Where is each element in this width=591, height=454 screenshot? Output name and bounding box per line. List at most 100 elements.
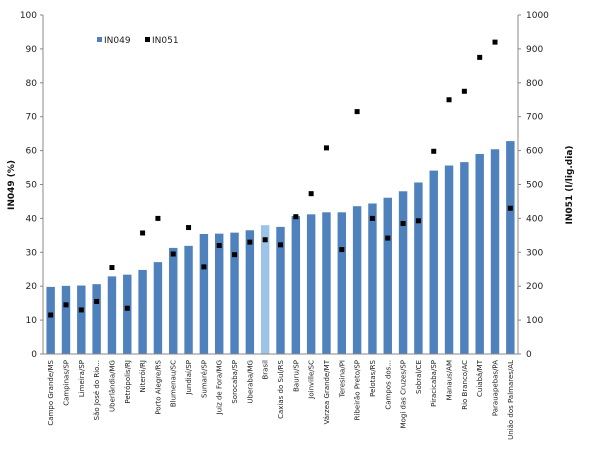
legend-swatch-in049: [97, 37, 102, 42]
category-label: Niterói/RJ: [139, 360, 147, 392]
right-axis-ticks: 0 100 200 300 400 500 600 700 800 900 1000: [518, 11, 549, 360]
left-tick-label: 20: [26, 282, 38, 292]
category-label: São José do Rio...: [93, 360, 101, 420]
bar-in049: [276, 226, 285, 354]
bar-in049: [337, 212, 347, 354]
marker-in051: [431, 148, 437, 154]
bar-in049: [429, 170, 438, 354]
bar-in049: [184, 245, 193, 354]
bar-in049: [77, 285, 86, 354]
bar-in049: [123, 274, 132, 354]
left-tick-label: 100: [20, 11, 37, 21]
category-label: Teresina/PI: [338, 360, 346, 398]
category-label: Brasil: [262, 360, 270, 380]
bar-in049: [107, 276, 117, 354]
bar-in049: [169, 247, 178, 354]
bar-in049: [490, 149, 500, 354]
right-axis-title: IN051 (l/lig.dia): [565, 145, 575, 224]
right-tick-label: 0: [526, 350, 532, 360]
right-tick-label: 800: [526, 79, 543, 89]
right-tick-label: 600: [526, 147, 543, 157]
marker-in051: [323, 145, 329, 151]
marker-in051: [400, 220, 406, 226]
category-label: Limeira/SP: [78, 360, 86, 397]
bar-in049: [352, 206, 362, 354]
bar-in049: [199, 233, 209, 354]
marker-in051: [354, 109, 360, 115]
category-label: Sorocaba/SP: [231, 360, 239, 404]
marker-in051: [201, 264, 207, 270]
category-label: Várzea Grande/MT: [323, 359, 331, 424]
left-tick-label: 60: [26, 147, 38, 157]
bar-in049: [291, 216, 301, 354]
marker-in051: [48, 312, 54, 318]
category-label: Pelotas/RS: [369, 359, 377, 396]
marker-in051: [415, 218, 421, 224]
category-label: Sumaré/SP: [200, 360, 208, 398]
category-label: Joinville/SC: [308, 360, 316, 400]
marker-in051: [369, 215, 375, 221]
bar-in049: [214, 233, 224, 354]
marker-in051: [78, 307, 84, 313]
marker-in051: [63, 302, 69, 308]
legend: IN049 IN051: [97, 36, 179, 46]
marker-in051: [232, 252, 238, 258]
right-tick-label: 900: [526, 45, 543, 55]
category-label: Caxias do Sul/RS: [277, 359, 285, 418]
category-label: Rio Branco/AC: [461, 360, 469, 410]
left-axis-ticks: 0 10 20 30 40 50 60 70 80 90 100: [20, 11, 43, 360]
left-tick-label: 0: [31, 350, 37, 360]
category-label: Jundiaí/SP: [185, 360, 193, 396]
bar-in049: [61, 285, 71, 354]
marker-in051: [339, 247, 345, 253]
left-tick-label: 40: [26, 214, 38, 224]
right-tick-label: 1000: [526, 11, 549, 21]
category-label: Ribeirão Preto/SP: [354, 360, 362, 420]
left-tick-label: 30: [26, 248, 38, 258]
bar-in049: [92, 284, 101, 354]
right-tick-label: 400: [526, 214, 543, 224]
bar-in049: [46, 286, 55, 354]
left-tick-label: 80: [26, 79, 38, 89]
bar-in049: [444, 165, 454, 354]
bar-in049: [383, 197, 392, 354]
legend-label-in049: IN049: [104, 36, 131, 46]
bar-in049: [460, 162, 469, 354]
bar-in049: [322, 212, 331, 354]
marker-in051: [247, 239, 253, 245]
left-tick-label: 10: [26, 316, 38, 326]
marker-in051: [461, 88, 467, 94]
right-tick-label: 200: [526, 282, 543, 292]
category-label: União dos Palmares/AL: [507, 360, 515, 440]
category-label: Sobral/CE: [415, 360, 423, 394]
right-tick-label: 100: [526, 316, 543, 326]
marker-in051: [262, 237, 268, 243]
right-tick-label: 500: [526, 181, 543, 191]
category-label: Parauapebas/PA: [492, 360, 500, 416]
marker-in051: [492, 39, 498, 45]
marker-in051: [94, 298, 100, 304]
marker-in051: [507, 205, 513, 211]
bar-in049: [245, 230, 255, 354]
bar-in049: [506, 141, 515, 354]
marker-in051: [293, 214, 299, 220]
category-label: Bauru/SP: [292, 360, 300, 392]
marker-in051: [140, 230, 146, 236]
marker-in051: [124, 305, 130, 311]
bar-in049: [368, 203, 377, 354]
category-label: Cuiabá/MT: [476, 359, 484, 397]
marker-in051: [216, 243, 222, 249]
category-labels: Campo Grande/MS Campinas/SP Limeira/SP São …: [47, 359, 515, 440]
marker-in051: [186, 225, 192, 231]
left-tick-label: 70: [26, 113, 38, 123]
bar-in049: [153, 262, 163, 354]
marker-in051: [170, 251, 176, 257]
category-label: Uberlândia/MG: [108, 360, 116, 412]
bar-in049: [260, 225, 270, 354]
category-label: Petrópolis/RJ: [124, 360, 132, 404]
marker-in051: [278, 242, 283, 248]
category-label: Juiz de Fora/MG: [216, 360, 224, 415]
marker-in051: [385, 235, 391, 241]
bar-in049: [475, 153, 484, 354]
